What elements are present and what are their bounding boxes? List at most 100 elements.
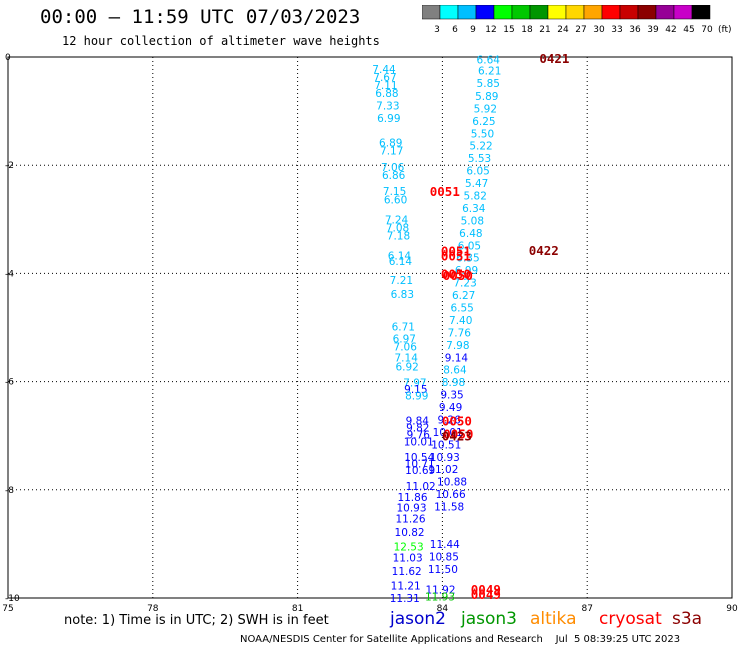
wave-height-label: 7.33 — [376, 101, 399, 113]
y-tick-label: -2 — [5, 161, 14, 171]
wave-height-label: 11.86 — [397, 492, 427, 504]
wave-height-label: 6.14 — [389, 256, 413, 268]
wave-height-label: 7.06 — [381, 162, 405, 174]
pass-time-label: 0050 — [441, 266, 471, 281]
wave-height-label: 10.88 — [437, 477, 467, 489]
y-tick-label: 0 — [5, 53, 11, 63]
wave-height-label: 5.53 — [468, 153, 491, 165]
chart-subtitle: 12 hour collection of altimeter wave hei… — [62, 34, 380, 48]
colorbar-tick-label: 33 — [611, 25, 622, 35]
wave-height-label: 10.51 — [431, 439, 461, 451]
wave-height-label: 9.49 — [439, 402, 462, 414]
colorbar-tick-label: 39 — [647, 25, 659, 35]
wave-height-label: 10.71 — [405, 458, 435, 470]
wave-height-plot: 75 78 81 84 87 90 0 -2 -4 -6 -8 -10 6.646.215.855.89… — [2, 51, 738, 612]
colorbar-unit: (ft) — [718, 25, 732, 35]
colorbar-swatch — [691, 5, 711, 20]
wave-height-label: 11.03 — [393, 552, 423, 564]
wave-height-label: 7.18 — [387, 231, 410, 243]
wave-height-label: 11.92 — [425, 584, 455, 596]
wave-height-label: 10.66 — [436, 489, 466, 501]
pass-time-label: 0051 — [441, 244, 471, 259]
wave-height-label: 5.08 — [461, 215, 484, 227]
wave-height-label: 6.92 — [395, 361, 418, 373]
wave-height-label: 10.85 — [429, 551, 459, 563]
wave-height-label: 10.93 — [396, 503, 426, 515]
pass-time-label: 0051 — [441, 249, 471, 264]
wave-height-label: 11.21 — [391, 581, 421, 593]
pass-time-label: 0422 — [529, 243, 559, 258]
wave-height-label: 11.02 — [406, 481, 436, 493]
pass-time-label: 0050 — [442, 414, 472, 429]
wave-height-label: 11.02 — [428, 464, 458, 476]
wave-height-label: 7.97 — [403, 378, 426, 390]
pass-time-label: 0051 — [430, 184, 460, 199]
wave-height-label: 9.82 — [406, 423, 429, 435]
colorbar-tick-label: 42 — [665, 25, 676, 35]
wave-height-label: 9.84 — [406, 416, 430, 428]
wave-height-label: 6.99 — [377, 113, 400, 125]
wave-height-label: 12.53 — [394, 542, 424, 554]
wave-height-label: 5.85 — [477, 78, 500, 90]
x-tick-label: 81 — [292, 604, 303, 612]
wave-height-label: 6.14 — [388, 251, 412, 263]
wave-height-label: 6.64 — [477, 55, 501, 67]
wave-height-label: 7.76 — [448, 327, 472, 339]
pass-time-label: 0050 — [443, 268, 473, 283]
wave-height-label: 6.55 — [450, 302, 473, 314]
wave-height-label: 6.27 — [452, 290, 475, 302]
colorbar-tick-label: 45 — [683, 25, 694, 35]
wave-height-label: 6.48 — [459, 228, 482, 240]
wave-height-label: 7.11 — [374, 80, 397, 92]
pass-time-label: 0050 — [443, 427, 473, 442]
wave-height-label: 6.21 — [478, 66, 501, 78]
colorbar-tick-label: 36 — [629, 25, 641, 35]
wave-height-label: 7.67 — [373, 72, 396, 84]
footnote: note: 1) Time is in UTC; 2) SWH is in fe… — [64, 613, 329, 628]
wave-height-label: 7.23 — [453, 278, 476, 290]
colorbar-tick-label: 3 — [434, 25, 440, 35]
wave-height-label: 10.01 — [433, 427, 463, 439]
plot-frame — [7, 56, 733, 599]
pass-time-label: 0421 — [539, 51, 569, 66]
colorbar-tick-label: 24 — [557, 25, 569, 35]
colorbar-tick-label: 30 — [593, 25, 605, 35]
wave-height-label: 7.14 — [395, 352, 419, 364]
wave-height-label: 6.83 — [391, 289, 414, 301]
wave-height-label: 6.89 — [379, 137, 402, 149]
wave-height-label: 9.14 — [445, 352, 469, 364]
wave-height-label: 9.76 — [407, 430, 431, 442]
wave-height-label: 8.99 — [405, 391, 428, 403]
wave-height-label: 11.44 — [430, 539, 460, 551]
y-tick-label: -6 — [5, 378, 14, 388]
wave-height-label: 11.31 — [390, 593, 420, 605]
wave-height-label: 6.71 — [392, 321, 415, 333]
colorbar-tick-label: 12 — [485, 25, 496, 35]
colorbar-tick-label: 6 — [452, 25, 458, 35]
credit-line: NOAA/NESDIS Center for Satellite Applica… — [240, 634, 681, 645]
wave-height-label: 7.98 — [446, 340, 469, 352]
wave-height-label: 5.47 — [465, 178, 488, 190]
colorbar-tick-label: 18 — [521, 25, 533, 35]
wave-height-label: 7.21 — [390, 275, 413, 287]
wave-height-label: 10.01 — [404, 437, 434, 449]
wave-height-label: 11.50 — [428, 564, 458, 576]
wave-height-label: 5.89 — [475, 91, 498, 103]
wave-height-label: 7.08 — [386, 222, 409, 234]
y-tick-label: -10 — [5, 594, 20, 604]
colorbar-tick-label: 27 — [575, 25, 586, 35]
color-legend: 3 6 9 12 15 18 21 24 27 30 33 36 39 42 45 70 (ft) — [422, 5, 732, 35]
wave-height-label: 5.92 — [474, 103, 497, 115]
wave-height-label: 7.17 — [380, 146, 403, 158]
wave-height-label: 7.44 — [372, 64, 396, 76]
wave-height-label: 6.60 — [384, 194, 407, 206]
wave-height-label: 7.24 — [385, 214, 409, 226]
x-tick-label: 75 — [2, 604, 13, 612]
wave-height-label: 10.82 — [395, 527, 425, 539]
satellite-legend-cryosat: cryosat — [599, 609, 662, 629]
wave-height-label: 5.82 — [464, 190, 487, 202]
wave-height-label: 5.22 — [469, 141, 492, 153]
wave-height-label: 10.69 — [405, 465, 435, 477]
colorbar-tick-label: 70 — [701, 25, 713, 35]
wave-height-label: 11.58 — [434, 502, 464, 514]
